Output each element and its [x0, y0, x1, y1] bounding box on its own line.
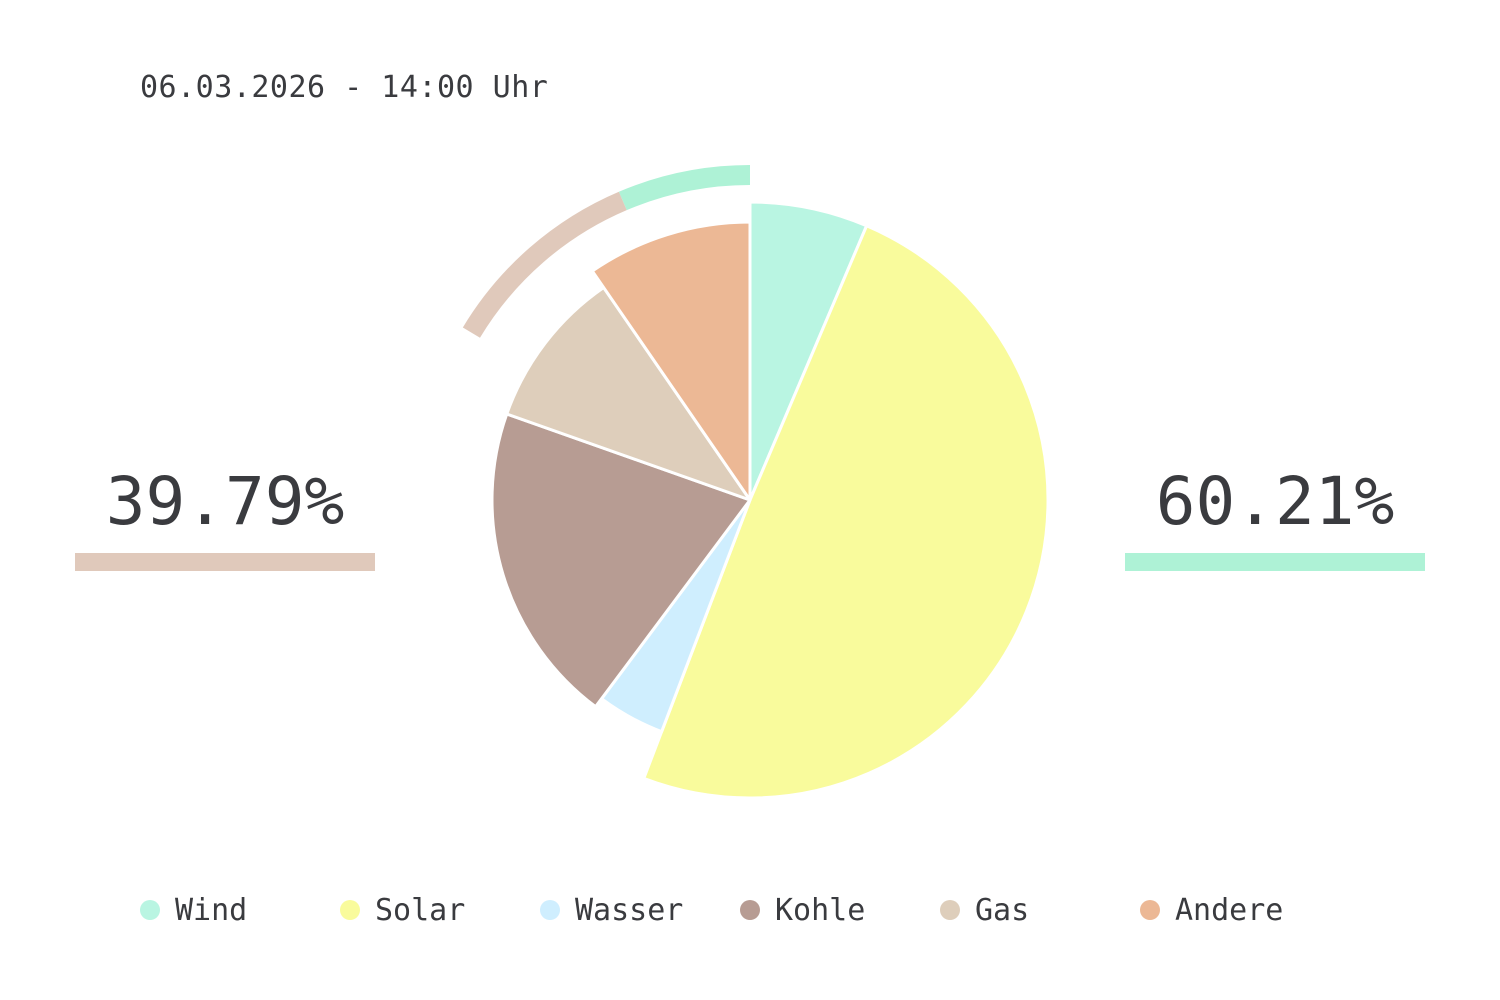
timestamp: 06.03.2026 - 14:00 Uhr: [140, 70, 549, 105]
pie-slice-andere[interactable]: [590, 220, 752, 502]
legend-item[interactable]: Solar: [340, 890, 465, 930]
legend-item[interactable]: Kohle: [740, 890, 865, 930]
non-renewable-percentage: 39.79%: [105, 463, 345, 540]
legend-dot-gas: [940, 900, 960, 920]
pie-slice-solar[interactable]: [642, 224, 1050, 800]
legend-label-wasser: Wasser: [575, 892, 684, 928]
outer-arc-segment-2: [462, 191, 627, 338]
legend-label-solar: Solar: [375, 892, 466, 928]
pie-slice-wind[interactable]: [748, 200, 869, 502]
pie-slice-kohle[interactable]: [490, 412, 752, 709]
non-renewable-bar: [75, 553, 375, 571]
legend-label-gas: Gas: [975, 892, 1030, 928]
legend-label-kohle: Kohle: [775, 892, 866, 928]
legend-dot-kohle: [740, 900, 760, 920]
legend-dot-wasser: [540, 900, 560, 920]
renewable-bar: [1125, 553, 1425, 571]
legend-dot-andere: [1140, 900, 1160, 920]
renewable-percentage: 60.21%: [1155, 463, 1395, 540]
legend-dot-solar: [340, 900, 360, 920]
outer-arc-group: [462, 165, 751, 338]
outer-arc-segment-1: [618, 165, 751, 211]
legend-label-andere: Andere: [1175, 892, 1284, 928]
legend-item[interactable]: Andere: [1140, 890, 1283, 930]
legend-item[interactable]: Wind: [140, 890, 247, 930]
pie-slices: [490, 200, 1050, 800]
pie-slice-gas[interactable]: [505, 286, 752, 502]
legend-dot-wind: [140, 900, 160, 920]
legend-item[interactable]: Gas: [940, 890, 1029, 930]
legend-item[interactable]: Wasser: [540, 890, 683, 930]
legend-label-wind: Wind: [175, 892, 248, 928]
